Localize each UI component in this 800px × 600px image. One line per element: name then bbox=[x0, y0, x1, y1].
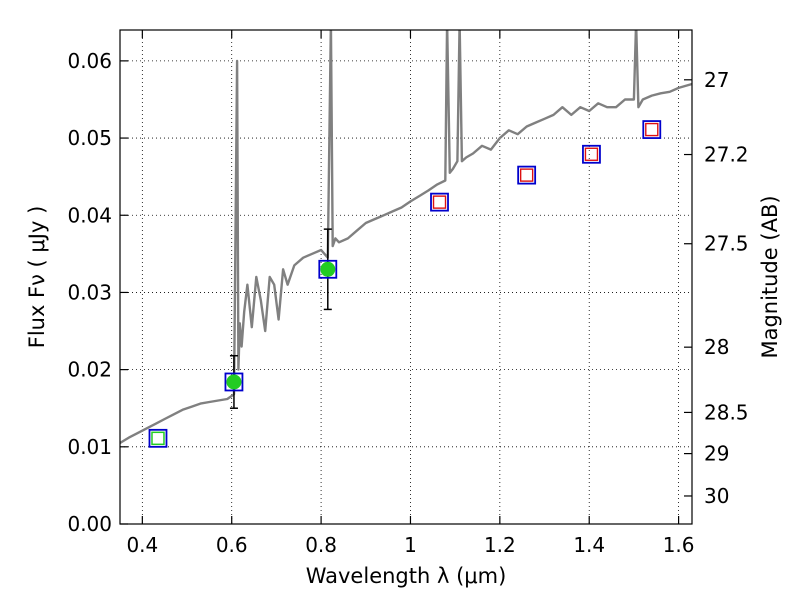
mag-tick-label: 29 bbox=[704, 442, 729, 466]
x-tick-label: 1.6 bbox=[663, 533, 695, 557]
blue-square-point bbox=[430, 192, 449, 212]
blue-square-point bbox=[224, 372, 244, 392]
mag-tick-label: 28 bbox=[704, 335, 729, 359]
y-tick-label: 0.04 bbox=[67, 203, 112, 227]
x-axis-label: Wavelength λ (μm) bbox=[306, 564, 507, 588]
mag-tick-label: 27.5 bbox=[704, 232, 749, 256]
observed-point bbox=[226, 374, 242, 390]
blue-square-point bbox=[148, 428, 168, 448]
observed-point bbox=[320, 261, 336, 277]
y-axis-label: Flux Fν ( μJy ) bbox=[25, 206, 49, 349]
grid-layer bbox=[120, 30, 692, 525]
blue-square-point bbox=[642, 120, 662, 139]
blue-square-point bbox=[582, 144, 601, 164]
blue-square-point bbox=[318, 259, 338, 279]
y-tick-label: 0.06 bbox=[67, 49, 112, 73]
y-tick-label: 0.00 bbox=[67, 512, 112, 536]
mag-tick-label: 28.5 bbox=[704, 400, 749, 424]
green-square-point bbox=[151, 431, 165, 446]
x-tick-label: 1 bbox=[404, 533, 417, 557]
x-tick-label: 0.8 bbox=[305, 533, 337, 557]
spectrum-line bbox=[120, 30, 692, 445]
red-square-point bbox=[432, 195, 447, 209]
x-tick-label: 0.4 bbox=[126, 533, 158, 557]
red-square-point bbox=[645, 122, 659, 137]
blue-square-point bbox=[517, 165, 537, 185]
mag-tick-label: 27.2 bbox=[704, 143, 749, 167]
x-tick-label: 1.2 bbox=[484, 533, 516, 557]
mag-tick-label: 27 bbox=[704, 68, 729, 92]
y-tick-label: 0.02 bbox=[67, 358, 112, 382]
marks-layer bbox=[148, 120, 662, 448]
red-square-point bbox=[519, 168, 534, 182]
plot-frame bbox=[119, 29, 693, 525]
x-tick-label: 1.4 bbox=[573, 533, 605, 557]
tick-layer: 0.4 0.6 0.8 1 1.2 1.4 1.6 0.00 0.01 0.02 0.03 0.04 0… bbox=[67, 30, 749, 557]
y-tick-label: 0.03 bbox=[67, 280, 112, 304]
red-square-point bbox=[584, 147, 599, 161]
y2-axis-label: Magnitude (AB) bbox=[758, 195, 782, 358]
y-tick-label: 0.05 bbox=[67, 126, 112, 150]
x-tick-label: 0.6 bbox=[216, 533, 248, 557]
y-tick-label: 0.01 bbox=[67, 435, 112, 459]
series-layer bbox=[120, 30, 692, 445]
mag-tick-label: 30 bbox=[704, 484, 729, 508]
